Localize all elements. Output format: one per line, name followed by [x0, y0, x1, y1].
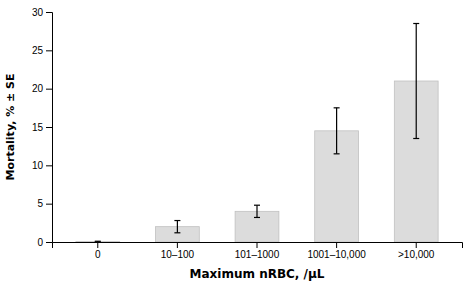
tick-mark [257, 242, 258, 248]
y-tick-label: 5 [37, 198, 43, 209]
error-cap [254, 205, 260, 206]
y-tick-label: 25 [32, 45, 44, 56]
y-tick: 10 [32, 160, 52, 171]
tick-mark [46, 165, 52, 166]
tick-mark [97, 242, 98, 248]
error-bar [95, 241, 101, 242]
x-axis: 0 10–100 101–1000 1001–10,000 >10,000 [53, 242, 463, 260]
error-line [177, 221, 178, 233]
plot: 0 10–100 101–1000 1001–10,000 >10,000 0 5 10 15 2… [32, 7, 463, 260]
error-bar [334, 108, 340, 154]
error-line [256, 205, 257, 217]
x-tick-label: 101–1000 [235, 249, 280, 260]
y-tick: 0 [37, 237, 52, 248]
tick-mark [46, 50, 52, 51]
x-tick: >10,000 [398, 242, 435, 260]
tick-mark [336, 242, 337, 248]
x-tick-label: 1001–10,000 [307, 249, 366, 260]
tick-mark [46, 12, 52, 13]
error-bar [413, 24, 419, 139]
marks [76, 24, 438, 243]
error-cap [254, 217, 260, 218]
x-tick-label: 10–100 [161, 249, 195, 260]
axis-line [53, 243, 463, 249]
y-tick-label: 0 [37, 237, 43, 248]
x-tick: 101–1000 [235, 242, 280, 260]
bar [76, 241, 120, 242]
y-tick: 30 [32, 7, 52, 18]
x-tick: 0 [95, 242, 101, 260]
y-tick-label: 15 [32, 122, 44, 133]
x-tick: 1001–10,000 [307, 242, 366, 260]
tick-mark [46, 242, 52, 243]
error-cap [95, 241, 101, 242]
error-cap [334, 107, 340, 108]
x-tick: 10–100 [161, 242, 195, 260]
x-tick-label: 0 [95, 249, 101, 260]
error-cap [413, 23, 419, 24]
axis-line [46, 13, 53, 243]
error-cap [413, 138, 419, 139]
error-cap [334, 153, 340, 154]
error-cap [95, 241, 101, 242]
x-axis-title: Maximum nRBC, /μL [190, 267, 325, 281]
error-bar [174, 221, 180, 233]
y-axis: 0 5 10 15 20 25 30 [32, 7, 53, 248]
y-tick: 25 [32, 45, 52, 56]
tick-mark [46, 89, 52, 90]
y-tick: 5 [37, 198, 52, 209]
chart: 0 10–100 101–1000 1001–10,000 >10,000 0 5 10 15 2… [0, 0, 474, 286]
tick-mark [416, 242, 417, 248]
x-tick-label: >10,000 [398, 249, 435, 260]
y-tick-label: 10 [32, 160, 44, 171]
error-bar [254, 205, 260, 217]
tick-mark [46, 127, 52, 128]
tick-mark [46, 204, 52, 205]
y-axis-title: Mortality, % ± SE [4, 73, 17, 180]
y-tick: 20 [32, 83, 52, 94]
y-tick-label: 30 [32, 7, 44, 18]
tick-mark [177, 242, 178, 248]
error-cap [174, 220, 180, 221]
error-cap [174, 232, 180, 233]
y-tick-label: 20 [32, 83, 44, 94]
y-tick: 15 [32, 122, 52, 133]
error-line [416, 24, 417, 139]
error-line [336, 108, 337, 154]
